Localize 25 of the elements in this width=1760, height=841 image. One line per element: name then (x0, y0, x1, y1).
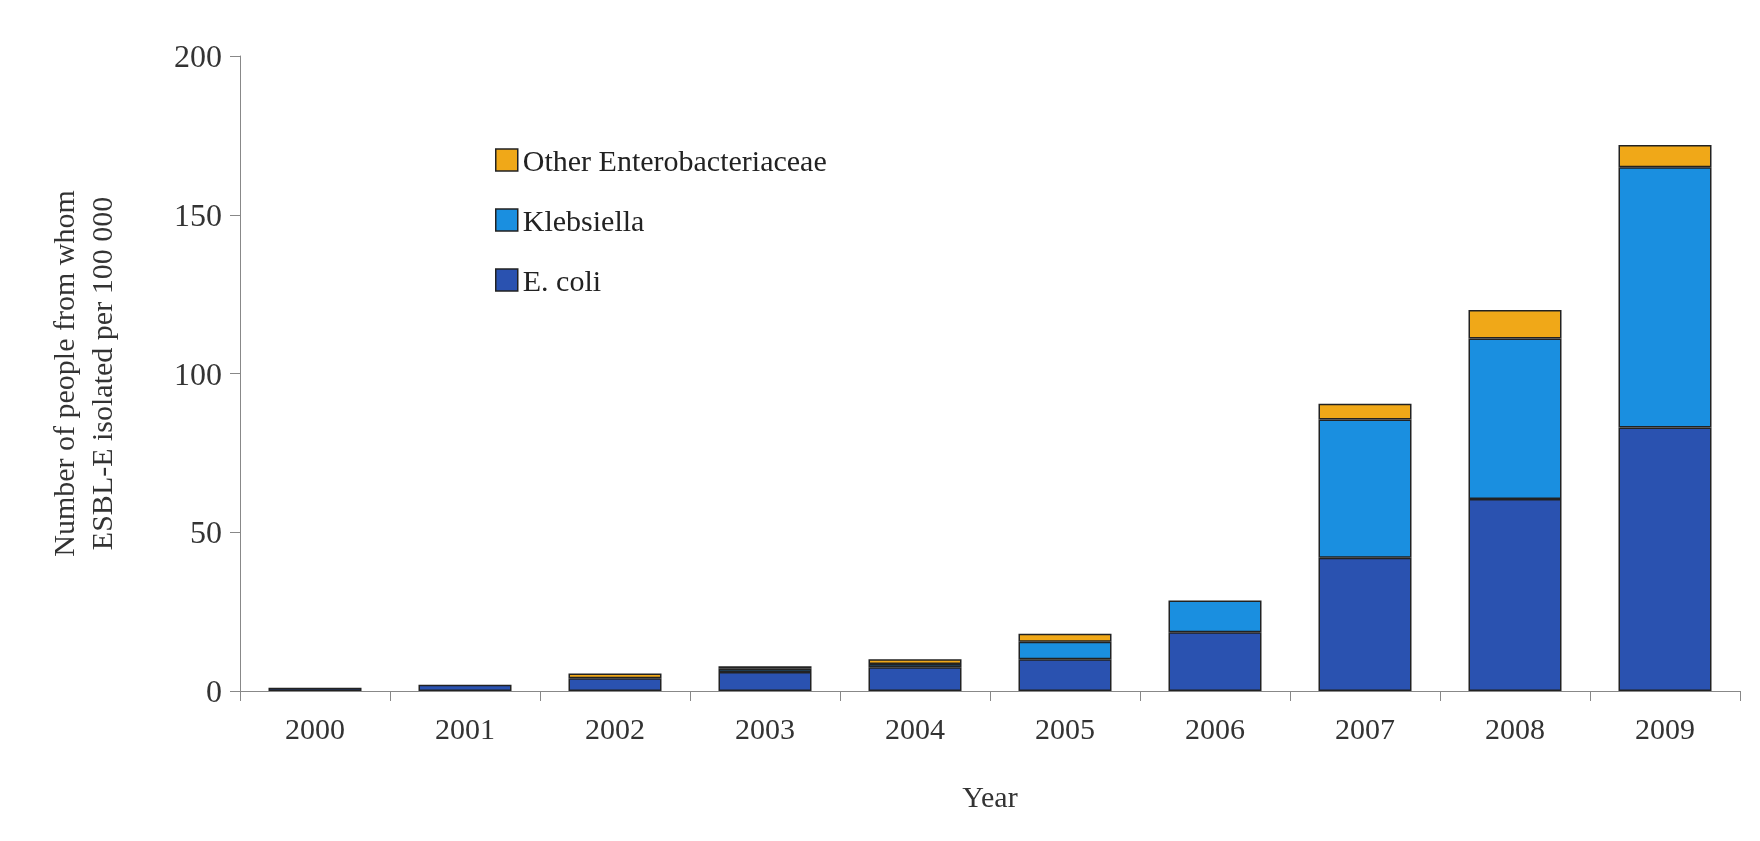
legend-label: Klebsiella (522, 203, 645, 237)
bar (718, 671, 812, 691)
legend-label: Other Enterobacteriaceae (522, 143, 827, 177)
bar (868, 667, 962, 691)
x-tick-label: 2001 (435, 711, 495, 745)
legend-label: E. coli (522, 263, 602, 297)
x-tick-label: 2005 (1035, 711, 1095, 745)
bar (868, 659, 962, 665)
x-axis-title: Year (962, 779, 1018, 813)
x-tick-label: 2006 (1185, 711, 1245, 745)
x-tick-label: 2004 (885, 711, 945, 745)
y-tick-label: 100 (174, 355, 222, 392)
x-tick-label: 2003 (735, 711, 795, 745)
y-tick-label: 0 (206, 673, 222, 709)
y-tick-label: 50 (190, 514, 222, 551)
x-tick-label: 2008 (1485, 711, 1545, 745)
x-tick-label: 2007 (1335, 711, 1395, 745)
x-tick-label: 2009 (1635, 711, 1695, 745)
y-axis-title: Number of people from whom ESBL-E isolated per 100 000 (46, 190, 118, 557)
bar (568, 678, 662, 691)
y-tick-label: 150 (174, 196, 222, 233)
x-tick-label: 2002 (585, 711, 645, 745)
bar (418, 684, 512, 691)
x-tick-label: 2000 (285, 711, 345, 745)
y-tick-label: 200 (174, 38, 222, 74)
